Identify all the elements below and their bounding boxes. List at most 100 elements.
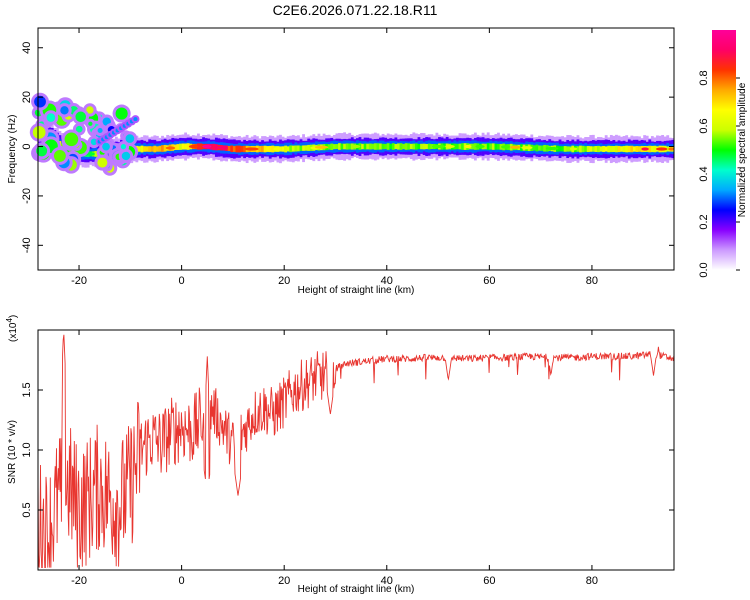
snr-y-axis-title: SNR (10 * v/v) — [7, 420, 18, 484]
spectrogram-noise-blob — [75, 111, 86, 123]
svg-text:(x104): (x104) — [5, 315, 19, 342]
spectrogram-cell — [384, 143, 388, 150]
spectrogram-x-tick-label: 60 — [483, 275, 495, 287]
colorbar-tick-label: 0.6 — [698, 118, 710, 133]
spectrogram-cell — [599, 146, 603, 152]
snr-multiplier-close: ) — [8, 315, 19, 318]
spectrogram-cell — [338, 143, 341, 150]
spectrogram-cell — [425, 143, 429, 150]
spectrogram-cell — [407, 143, 411, 150]
spectrogram-noise-blob — [46, 113, 56, 122]
spectrogram-hotspot — [351, 144, 361, 149]
spectrogram-cell — [286, 146, 290, 152]
spectrogram-hotspot — [244, 147, 259, 151]
spectrogram-cell — [617, 145, 621, 153]
spectrogram-cell — [261, 145, 264, 153]
spectrogram-x-axis-title: Height of straight line (km) — [298, 285, 415, 296]
spectrogram-cell — [155, 146, 159, 152]
spectrogram-cell — [232, 146, 236, 152]
spectrogram-cell — [291, 145, 295, 152]
spectrogram-cell — [420, 143, 423, 150]
spectrogram-y-tick-label: 40 — [21, 42, 33, 54]
spectrogram-cell — [627, 145, 631, 153]
spectrogram-noise-blob — [102, 142, 110, 151]
spectrogram-cell — [150, 146, 154, 152]
spectrogram-hotspot — [569, 147, 578, 151]
snr-multiplier-label: (x104) — [5, 315, 19, 342]
colorbar-ticks: 0.0 0.2 0.4 0.6 0.8 — [698, 70, 740, 278]
spectrogram-cell — [412, 143, 416, 150]
spectrogram-cell — [176, 144, 180, 150]
spectrogram-hotspot — [500, 145, 511, 149]
spectrogram-cell — [366, 143, 370, 150]
spectrogram-x-ticks: -20 0 20 40 60 80 — [71, 28, 598, 287]
colorbar-tick-label: 0.2 — [698, 214, 710, 229]
spectrogram-cell — [345, 143, 349, 150]
spectrogram-noise-blob — [90, 138, 98, 146]
spectrogram-cell — [343, 143, 346, 150]
spectrogram-hotspot — [641, 147, 649, 151]
spectrogram-cell — [430, 144, 434, 150]
spectrogram-cell — [268, 145, 272, 153]
snr-x-tick-label: 80 — [586, 575, 598, 587]
spectrogram-cell — [648, 145, 652, 153]
spectrogram-cell — [212, 143, 216, 151]
snr-x-tick-label: 20 — [278, 575, 290, 587]
spectrogram-cell — [422, 143, 426, 150]
spectrogram-cell — [379, 143, 382, 150]
spectrogram-cell — [332, 144, 336, 150]
colorbar: 0.0 0.2 0.4 0.6 0.8 Normalized spectral ampl… — [698, 30, 748, 278]
spectrogram-marks — [29, 92, 675, 176]
colorbar-tick-label: 0.4 — [698, 166, 710, 181]
spectrogram-cell — [289, 145, 293, 153]
spectrogram-hotspot — [216, 145, 229, 150]
snr-x-tick-label: 40 — [381, 575, 393, 587]
spectrogram-cell — [535, 144, 539, 152]
spectrogram-cell — [630, 145, 634, 153]
spectrogram-noise-blob — [64, 132, 79, 147]
spectrogram-cell — [179, 143, 182, 150]
spectrogram-cell — [397, 143, 400, 150]
spectrogram-hotspot — [545, 146, 559, 151]
spectrogram-cell — [368, 143, 372, 150]
spectrogram-cell — [414, 143, 418, 150]
spectrogram-cell — [376, 143, 380, 150]
snr-x-axis-title: Height of straight line (km) — [298, 584, 415, 595]
spectrogram-cell — [632, 146, 636, 152]
spectrogram-cell — [363, 143, 367, 150]
spectrogram-cell — [330, 143, 334, 151]
spectrogram-cell — [650, 145, 654, 153]
spectrogram-hotspot — [521, 146, 533, 150]
spectrogram-cell — [615, 145, 618, 153]
spectrogram-noise-blob — [88, 121, 93, 126]
spectrogram-cell — [538, 145, 541, 151]
spectrogram-noise-blob — [120, 144, 127, 150]
spectrogram-y-tick-label: 20 — [21, 91, 33, 103]
spectrogram-cell — [622, 145, 626, 153]
spectrogram-cell — [563, 146, 567, 152]
snr-x-ticks: -20 0 20 40 60 80 — [71, 330, 598, 587]
spectrogram-cell — [263, 145, 267, 153]
snr-multiplier-exponent: 4 — [5, 318, 14, 323]
colorbar-label: Normalized spectral amplitude — [737, 82, 748, 217]
colorbar-gradient — [712, 30, 736, 270]
spectrogram-cell — [335, 144, 339, 150]
spectrogram-noise-blob — [97, 127, 103, 134]
spectrogram-cell — [294, 145, 298, 152]
spectrogram-cell — [327, 144, 331, 150]
spectrogram-cell — [491, 143, 495, 150]
spectrogram-cell — [230, 145, 234, 153]
spectrogram-hotspot — [314, 145, 329, 149]
spectrogram-branch-blob — [133, 117, 138, 122]
spectrogram-cell — [199, 143, 203, 150]
spectrogram-cell — [184, 143, 187, 150]
spectrogram-cell — [271, 145, 275, 153]
spectrogram-cell — [389, 143, 393, 150]
spectrogram-cell — [494, 143, 498, 150]
spectrogram-cell — [143, 146, 146, 152]
spectrogram-hotspot — [655, 147, 668, 151]
spectrogram-cell — [399, 143, 403, 150]
spectrogram-x-tick-label: -20 — [71, 275, 87, 287]
spectrogram-y-tick-label: 0 — [21, 143, 33, 149]
spectrogram-cell — [591, 146, 595, 152]
